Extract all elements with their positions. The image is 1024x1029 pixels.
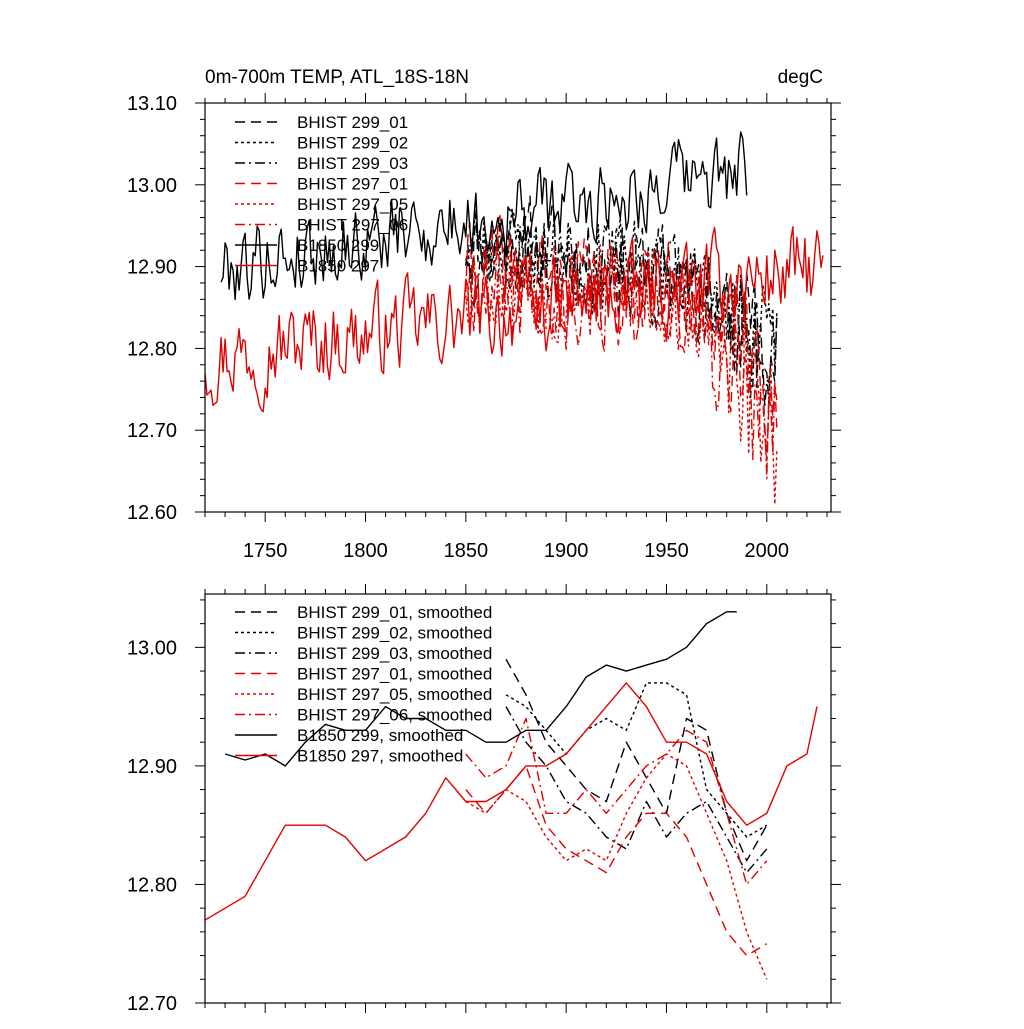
bottom-legend-label-6: B1850 299, smoothed xyxy=(297,726,463,745)
top-ytick-label: 12.80 xyxy=(127,338,177,360)
top-series-line-2 xyxy=(465,214,778,408)
bottom-legend: BHIST 299_01, smoothed BHIST 299_02, smoo… xyxy=(235,603,492,766)
top-series-line-3 xyxy=(465,214,778,462)
top-legend-label-5: BHIST 297_06 xyxy=(297,216,408,235)
bottom-series-group xyxy=(205,611,818,980)
bottom-legend-label-1: BHIST 299_02, smoothed xyxy=(297,624,492,643)
top-legend-label-2: BHIST 299_03 xyxy=(297,154,408,173)
bottom-legend-label-5: BHIST 297_06, smoothed xyxy=(297,706,492,725)
bottom-series-line-6 xyxy=(224,611,737,767)
bottom-plot-frame xyxy=(204,593,832,1004)
top-legend-label-0: BHIST 299_01 xyxy=(297,113,408,132)
bottom-legend-label-3: BHIST 297_01, smoothed xyxy=(297,665,492,684)
top-legend-label-1: BHIST 299_02 xyxy=(297,134,408,153)
bottom-series-line-4 xyxy=(465,753,768,980)
top-ytick-label: 12.90 xyxy=(127,257,177,279)
top-series-group xyxy=(205,131,824,505)
bottom-ytick-label: 13.00 xyxy=(127,637,177,659)
bottom-ytick-label: 12.80 xyxy=(127,874,177,896)
top-legend-label-7: B1850 297 xyxy=(297,257,379,276)
top-axes: 12.60 12.70 12.80 12.90 13.00 13.10 1750 1800 18… xyxy=(127,93,841,562)
top-ytick-label: 13.00 xyxy=(127,175,177,197)
top-series-line-7 xyxy=(205,226,824,413)
top-chart-title: 0m-700m TEMP, ATL_18S-18N xyxy=(205,67,469,88)
top-legend-label-4: BHIST 297_05 xyxy=(297,195,408,214)
bottom-series-line-2 xyxy=(505,706,768,874)
top-plot-frame xyxy=(204,102,832,513)
top-xtick-label: 1800 xyxy=(343,540,388,562)
top-series-line-4 xyxy=(465,244,778,505)
bottom-series-line-1 xyxy=(505,682,768,838)
top-chart-units: degC xyxy=(778,67,823,88)
bottom-ytick-label: 12.90 xyxy=(127,756,177,778)
top-series-line-6 xyxy=(220,131,748,301)
bottom-legend-label-2: BHIST 299_03, smoothed xyxy=(297,644,492,663)
bottom-series-line-0 xyxy=(505,658,768,862)
top-xtick-label: 2000 xyxy=(745,540,790,562)
bottom-legend-label-0: BHIST 299_01, smoothed xyxy=(297,603,492,622)
bottom-ytick-label: 12.70 xyxy=(127,993,177,1015)
bottom-series-line-3 xyxy=(465,765,768,957)
top-xtick-label: 1950 xyxy=(644,540,689,562)
bottom-legend-label-7: B1850 297, smoothed xyxy=(297,747,463,766)
bottom-legend-label-4: BHIST 297_05, smoothed xyxy=(297,685,492,704)
top-ytick-label: 12.70 xyxy=(127,420,177,442)
top-series-line-1 xyxy=(465,208,778,398)
top-legend-label-3: BHIST 297_01 xyxy=(297,175,408,194)
top-xtick-label: 1900 xyxy=(544,540,589,562)
bottom-axes: 12.70 12.80 12.90 13.00 xyxy=(127,584,841,1015)
bottom-series-line-5 xyxy=(465,717,768,886)
bottom-series-line-7 xyxy=(205,682,818,921)
top-chart: 0m-700m TEMP, ATL_18S-18N degC 12.60 12.7… xyxy=(127,67,841,562)
top-series-line-5 xyxy=(465,236,778,480)
top-ytick-label: 12.60 xyxy=(127,502,177,524)
top-ytick-label: 13.10 xyxy=(127,93,177,115)
top-xtick-label: 1850 xyxy=(444,540,489,562)
top-xtick-label: 1750 xyxy=(243,540,288,562)
top-legend-label-6: B1850 299 xyxy=(297,236,379,255)
bottom-chart: 12.70 12.80 12.90 13.00 BHIST 299_01, smoot… xyxy=(127,584,841,1015)
